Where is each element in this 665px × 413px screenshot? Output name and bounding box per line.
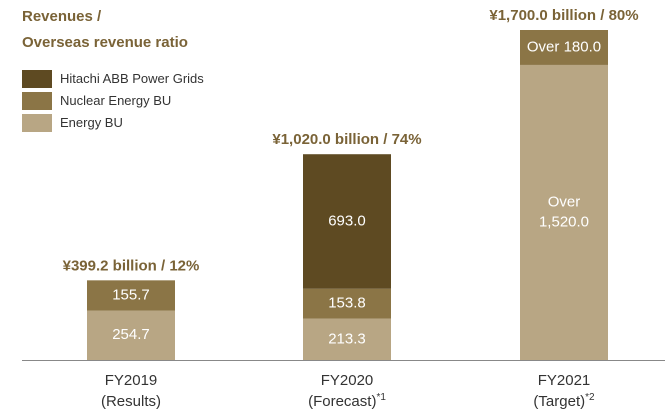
x-tick-label: FY2019 (105, 372, 158, 389)
x-tick-note: (Forecast)*1 (308, 392, 386, 410)
value-label: 213.3 (328, 330, 366, 347)
legend-swatch (22, 114, 52, 132)
value-label: 155.7 (112, 286, 150, 303)
chart-title: Overseas revenue ratio (22, 34, 188, 51)
value-label: 693.0 (328, 212, 366, 229)
x-tick-note: (Target)*2 (533, 392, 595, 410)
bar-segment (303, 288, 391, 319)
chart-title: Revenues / (22, 8, 102, 25)
bar-segment (520, 30, 608, 65)
x-tick-label: FY2021 (538, 372, 591, 389)
legend-label: Nuclear Energy BU (60, 93, 171, 108)
total-label: ¥1,020.0 billion / 74% (272, 131, 421, 148)
legend-label: Hitachi ABB Power Grids (60, 71, 204, 86)
bar-segment (303, 318, 391, 360)
legend-label: Energy BU (60, 115, 123, 130)
bar-segment (87, 310, 175, 360)
x-tick-label: FY2020 (321, 372, 374, 389)
bar-segment (303, 154, 391, 289)
x-tick-note: (Results) (101, 393, 161, 410)
bar-segment (520, 64, 608, 361)
total-label: ¥399.2 billion / 12% (63, 257, 200, 274)
value-label: 153.8 (328, 295, 366, 312)
value-label: Over 1,520.0 (539, 193, 589, 230)
legend-swatch (22, 92, 52, 110)
value-label: 254.7 (112, 326, 150, 343)
total-label: ¥1,700.0 billion / 80% (489, 7, 638, 24)
legend-swatch (22, 70, 52, 88)
value-label: Over 180.0 (527, 38, 601, 55)
bar-segment (87, 280, 175, 311)
